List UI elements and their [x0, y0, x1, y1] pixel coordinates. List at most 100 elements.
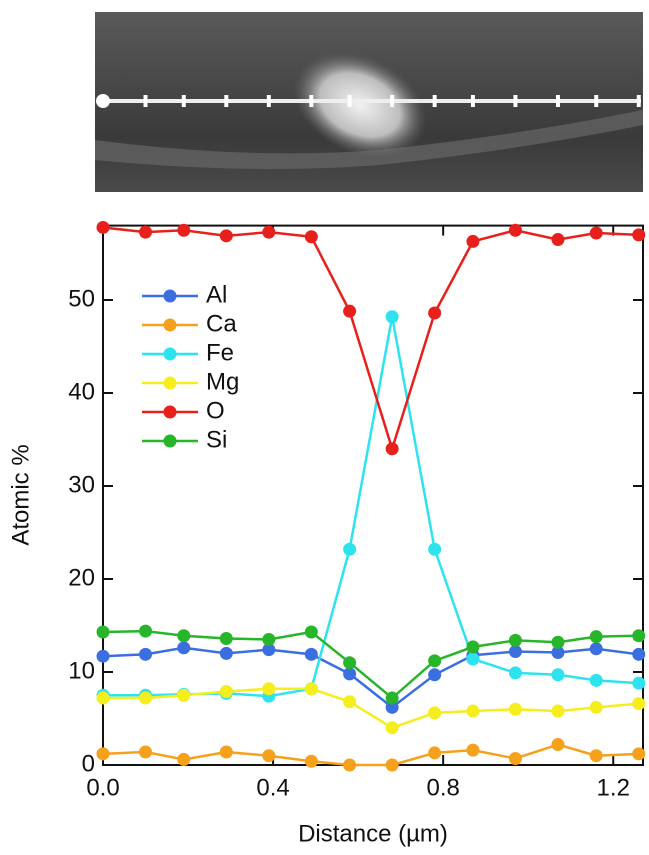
x-tick-label: 1.2: [597, 774, 630, 801]
data-point: [343, 695, 357, 709]
series-line: [103, 687, 639, 730]
legend-marker: [163, 347, 177, 361]
data-point: [551, 645, 565, 659]
legend-marker: [163, 318, 177, 332]
data-point: [466, 743, 480, 757]
scan-marker: [432, 95, 437, 107]
data-point: [551, 738, 565, 752]
legend-label: Fe: [206, 339, 234, 366]
data-point: [589, 642, 603, 656]
data-point: [466, 234, 480, 248]
data-point: [428, 706, 442, 720]
data-point: [632, 747, 646, 761]
data-point: [96, 747, 110, 761]
y-tick-label: 20: [68, 564, 95, 591]
data-point: [177, 688, 191, 702]
data-point: [262, 632, 276, 646]
data-point: [139, 647, 153, 661]
series-line: [102, 743, 639, 767]
legend-label: Ca: [206, 310, 237, 337]
data-point: [589, 673, 603, 687]
plot-frame: [102, 224, 644, 767]
data-point: [632, 676, 646, 690]
data-point: [385, 691, 399, 705]
series-line: [102, 629, 639, 700]
data-point: [551, 233, 565, 247]
data-point: [177, 223, 191, 237]
data-point: [262, 643, 276, 657]
y-tick-label: 30: [68, 471, 95, 498]
data-point: [428, 746, 442, 760]
data-point: [632, 629, 646, 643]
x-tick-label: 0.4: [256, 774, 289, 801]
data-point: [508, 751, 522, 765]
scan-marker: [513, 95, 518, 107]
data-point: [139, 624, 153, 638]
legend-marker: [163, 376, 177, 390]
scan-marker: [636, 95, 641, 107]
x-tick-label: 0.8: [426, 774, 459, 801]
data-point: [304, 682, 318, 696]
data-point: [219, 745, 233, 759]
x-tick-label: 0.0: [86, 774, 119, 801]
scan-marker: [309, 95, 314, 107]
data-point: [139, 691, 153, 705]
data-point: [304, 754, 318, 768]
scan-marker: [347, 95, 352, 107]
data-point: [177, 641, 191, 655]
data-point: [466, 652, 480, 666]
data-point: [262, 749, 276, 763]
data-point: [219, 685, 233, 699]
data-point: [219, 229, 233, 243]
scan-marker: [555, 95, 560, 107]
scan-marker: [390, 95, 395, 107]
data-point: [96, 625, 110, 639]
data-point: [262, 225, 276, 239]
data-point: [385, 442, 399, 456]
data-point: [551, 635, 565, 649]
legend-marker: [163, 405, 177, 419]
scan-marker: [224, 95, 229, 107]
legend-label: Mg: [206, 368, 239, 395]
data-point: [632, 228, 646, 242]
data-point: [343, 542, 357, 556]
legend-marker: [163, 434, 177, 448]
data-point: [304, 625, 318, 639]
y-axis-title: Atomic %: [7, 444, 34, 545]
data-point: [466, 640, 480, 654]
data-point: [177, 752, 191, 766]
series-line: [102, 646, 639, 709]
y-tick-label: 50: [68, 285, 95, 312]
data-point: [343, 758, 357, 772]
scan-marker: [594, 95, 599, 107]
legend-label: Al: [206, 281, 227, 308]
data-point: [508, 645, 522, 659]
data-point: [589, 700, 603, 714]
data-point: [96, 220, 110, 234]
data-point: [428, 542, 442, 556]
data-point: [219, 632, 233, 646]
data-point: [632, 647, 646, 661]
data-point: [343, 656, 357, 670]
legend-label: Si: [206, 426, 227, 453]
data-point: [385, 310, 399, 324]
data-point: [385, 721, 399, 735]
scan-marker: [181, 95, 186, 107]
legend-marker: [163, 289, 177, 303]
data-point: [428, 306, 442, 320]
data-point: [177, 629, 191, 643]
data-point: [508, 633, 522, 647]
data-point: [219, 646, 233, 660]
data-point: [551, 704, 565, 718]
data-point: [262, 682, 276, 696]
data-point: [589, 749, 603, 763]
data-point: [96, 691, 110, 705]
y-tick-label: 0: [82, 750, 95, 777]
scan-marker: [266, 95, 271, 107]
data-point: [589, 630, 603, 644]
x-axis-title: Distance (µm): [298, 820, 448, 847]
data-point: [304, 647, 318, 661]
scan-markers: [143, 95, 641, 107]
